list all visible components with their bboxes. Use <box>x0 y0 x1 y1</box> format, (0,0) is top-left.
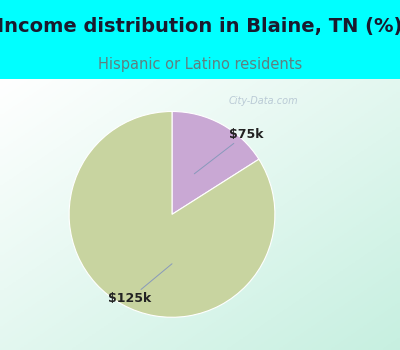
Text: Hispanic or Latino residents: Hispanic or Latino residents <box>98 57 302 72</box>
Text: Income distribution in Blaine, TN (%): Income distribution in Blaine, TN (%) <box>0 17 400 36</box>
Wedge shape <box>172 111 259 214</box>
Wedge shape <box>69 111 275 317</box>
Text: $125k: $125k <box>108 264 172 305</box>
Text: $75k: $75k <box>194 128 263 174</box>
Text: City-Data.com: City-Data.com <box>228 96 298 106</box>
